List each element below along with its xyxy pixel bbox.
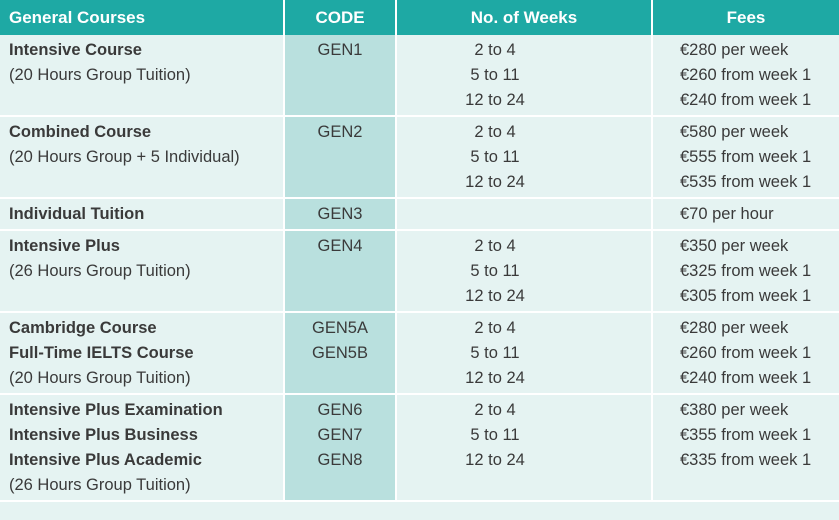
course-name: Individual Tuition: [9, 205, 145, 223]
fee-value: €260 from week 1: [680, 66, 812, 84]
course-name: Combined Course: [9, 123, 152, 141]
course-name: Intensive Plus Business: [9, 426, 198, 444]
course-code: GEN2: [317, 123, 363, 141]
course-fees-table: General Courses CODE No. of Weeks Fees I…: [0, 0, 839, 502]
course-description: (20 Hours Group Tuition): [9, 66, 191, 84]
course-description: (26 Hours Group Tuition): [9, 262, 191, 280]
course-name: Intensive Plus Academic: [9, 451, 202, 469]
weeks-range: 2 to 4: [474, 319, 516, 337]
fee-value: €580 per week: [680, 123, 789, 141]
fee-value: €280 per week: [680, 41, 789, 59]
fees-cell: €280 per week €260 from week 1 €240 from w…: [652, 35, 839, 117]
weeks-range: 2 to 4: [474, 41, 516, 59]
course-description: (20 Hours Group Tuition): [9, 369, 191, 387]
weeks-range: 12 to 24: [465, 451, 525, 469]
fee-value: €325 from week 1: [680, 262, 812, 280]
course-name: Intensive Plus: [9, 237, 120, 255]
table-row: Intensive Plus Examination Intensive Plus…: [0, 394, 839, 502]
code-cell: GEN3: [284, 198, 397, 231]
course-code: GEN5B: [312, 344, 368, 362]
course-description: (26 Hours Group Tuition): [9, 476, 191, 494]
fees-cell: €380 per week €355 from week 1 €335 from w…: [652, 394, 839, 502]
weeks-range: 2 to 4: [474, 123, 516, 141]
fee-value: €535 from week 1: [680, 173, 812, 191]
fee-value: €335 from week 1: [680, 451, 812, 469]
weeks-range: 5 to 11: [470, 344, 520, 362]
table-header-row: General Courses CODE No. of Weeks Fees: [0, 0, 839, 35]
weeks-range: 2 to 4: [474, 401, 516, 419]
fee-value: €240 from week 1: [680, 369, 812, 387]
course-cell: Intensive Plus (26 Hours Group Tuition): [0, 230, 285, 313]
fees-cell: €280 per week €260 from week 1 €240 from w…: [652, 312, 839, 395]
weeks-range: 5 to 11: [470, 262, 520, 280]
weeks-cell: [396, 198, 653, 231]
course-name: Full-Time IELTS Course: [9, 344, 194, 362]
course-cell: Individual Tuition: [0, 198, 285, 231]
weeks-range: 5 to 11: [470, 426, 520, 444]
fee-value: €305 from week 1: [680, 287, 812, 305]
weeks-range: 2 to 4: [474, 237, 516, 255]
weeks-range: 12 to 24: [465, 173, 525, 191]
course-cell: Intensive Course (20 Hours Group Tuition): [0, 35, 285, 117]
course-code: GEN8: [317, 451, 363, 469]
course-name: Intensive Plus Examination: [9, 401, 223, 419]
fee-value: €280 per week: [680, 319, 789, 337]
fees-cell: €580 per week €555 from week 1 €535 from w…: [652, 116, 839, 199]
weeks-cell: 2 to 4 5 to 11 12 to 24: [396, 35, 653, 117]
weeks-range: 12 to 24: [465, 287, 525, 305]
header-fees: Fees: [652, 0, 839, 35]
weeks-cell: 2 to 4 5 to 11 12 to 24: [396, 312, 653, 395]
weeks-range: 5 to 11: [470, 148, 520, 166]
weeks-cell: 2 to 4 5 to 11 12 to 24: [396, 230, 653, 313]
fee-value: €240 from week 1: [680, 91, 812, 109]
fee-value: €380 per week: [680, 401, 789, 419]
course-name: Intensive Course: [9, 41, 142, 59]
fee-value: €70 per hour: [680, 205, 774, 223]
code-cell: GEN6 GEN7 GEN8: [284, 394, 397, 502]
course-code: GEN3: [317, 205, 363, 223]
header-general-courses: General Courses: [0, 0, 285, 35]
table-row: Individual Tuition GEN3 €70 per hour: [0, 198, 839, 231]
code-cell: GEN2: [284, 116, 397, 199]
fee-value: €555 from week 1: [680, 148, 812, 166]
course-name: Cambridge Course: [9, 319, 157, 337]
code-cell: GEN4: [284, 230, 397, 313]
course-cell: Combined Course (20 Hours Group + 5 Indiv…: [0, 116, 285, 199]
course-cell: Cambridge Course Full-Time IELTS Course (2…: [0, 312, 285, 395]
code-cell: GEN5A GEN5B: [284, 312, 397, 395]
course-code: GEN6: [317, 401, 363, 419]
table-row: Combined Course (20 Hours Group + 5 Indiv…: [0, 116, 839, 199]
course-code: GEN5A: [312, 319, 368, 337]
course-cell: Intensive Plus Examination Intensive Plus…: [0, 394, 285, 502]
fee-value: €350 per week: [680, 237, 789, 255]
weeks-cell: 2 to 4 5 to 11 12 to 24: [396, 394, 653, 502]
table-row: Cambridge Course Full-Time IELTS Course (2…: [0, 312, 839, 395]
header-number-of-weeks: No. of Weeks: [396, 0, 653, 35]
fees-cell: €350 per week €325 from week 1 €305 from w…: [652, 230, 839, 313]
weeks-cell: 2 to 4 5 to 11 12 to 24: [396, 116, 653, 199]
table-row: Intensive Plus (26 Hours Group Tuition) GE…: [0, 230, 839, 313]
course-description: (20 Hours Group + 5 Individual): [9, 148, 240, 166]
course-code: GEN4: [317, 237, 363, 255]
course-code: GEN7: [317, 426, 363, 444]
weeks-range: 5 to 11: [470, 66, 520, 84]
fees-cell: €70 per hour: [652, 198, 839, 231]
table-row: Intensive Course (20 Hours Group Tuition)…: [0, 35, 839, 117]
fee-value: €355 from week 1: [680, 426, 812, 444]
fee-value: €260 from week 1: [680, 344, 812, 362]
code-cell: GEN1: [284, 35, 397, 117]
table-body: Intensive Course (20 Hours Group Tuition)…: [0, 35, 839, 502]
weeks-range: 12 to 24: [465, 91, 525, 109]
header-code: CODE: [284, 0, 397, 35]
course-code: GEN1: [317, 41, 363, 59]
weeks-range: 12 to 24: [465, 369, 525, 387]
